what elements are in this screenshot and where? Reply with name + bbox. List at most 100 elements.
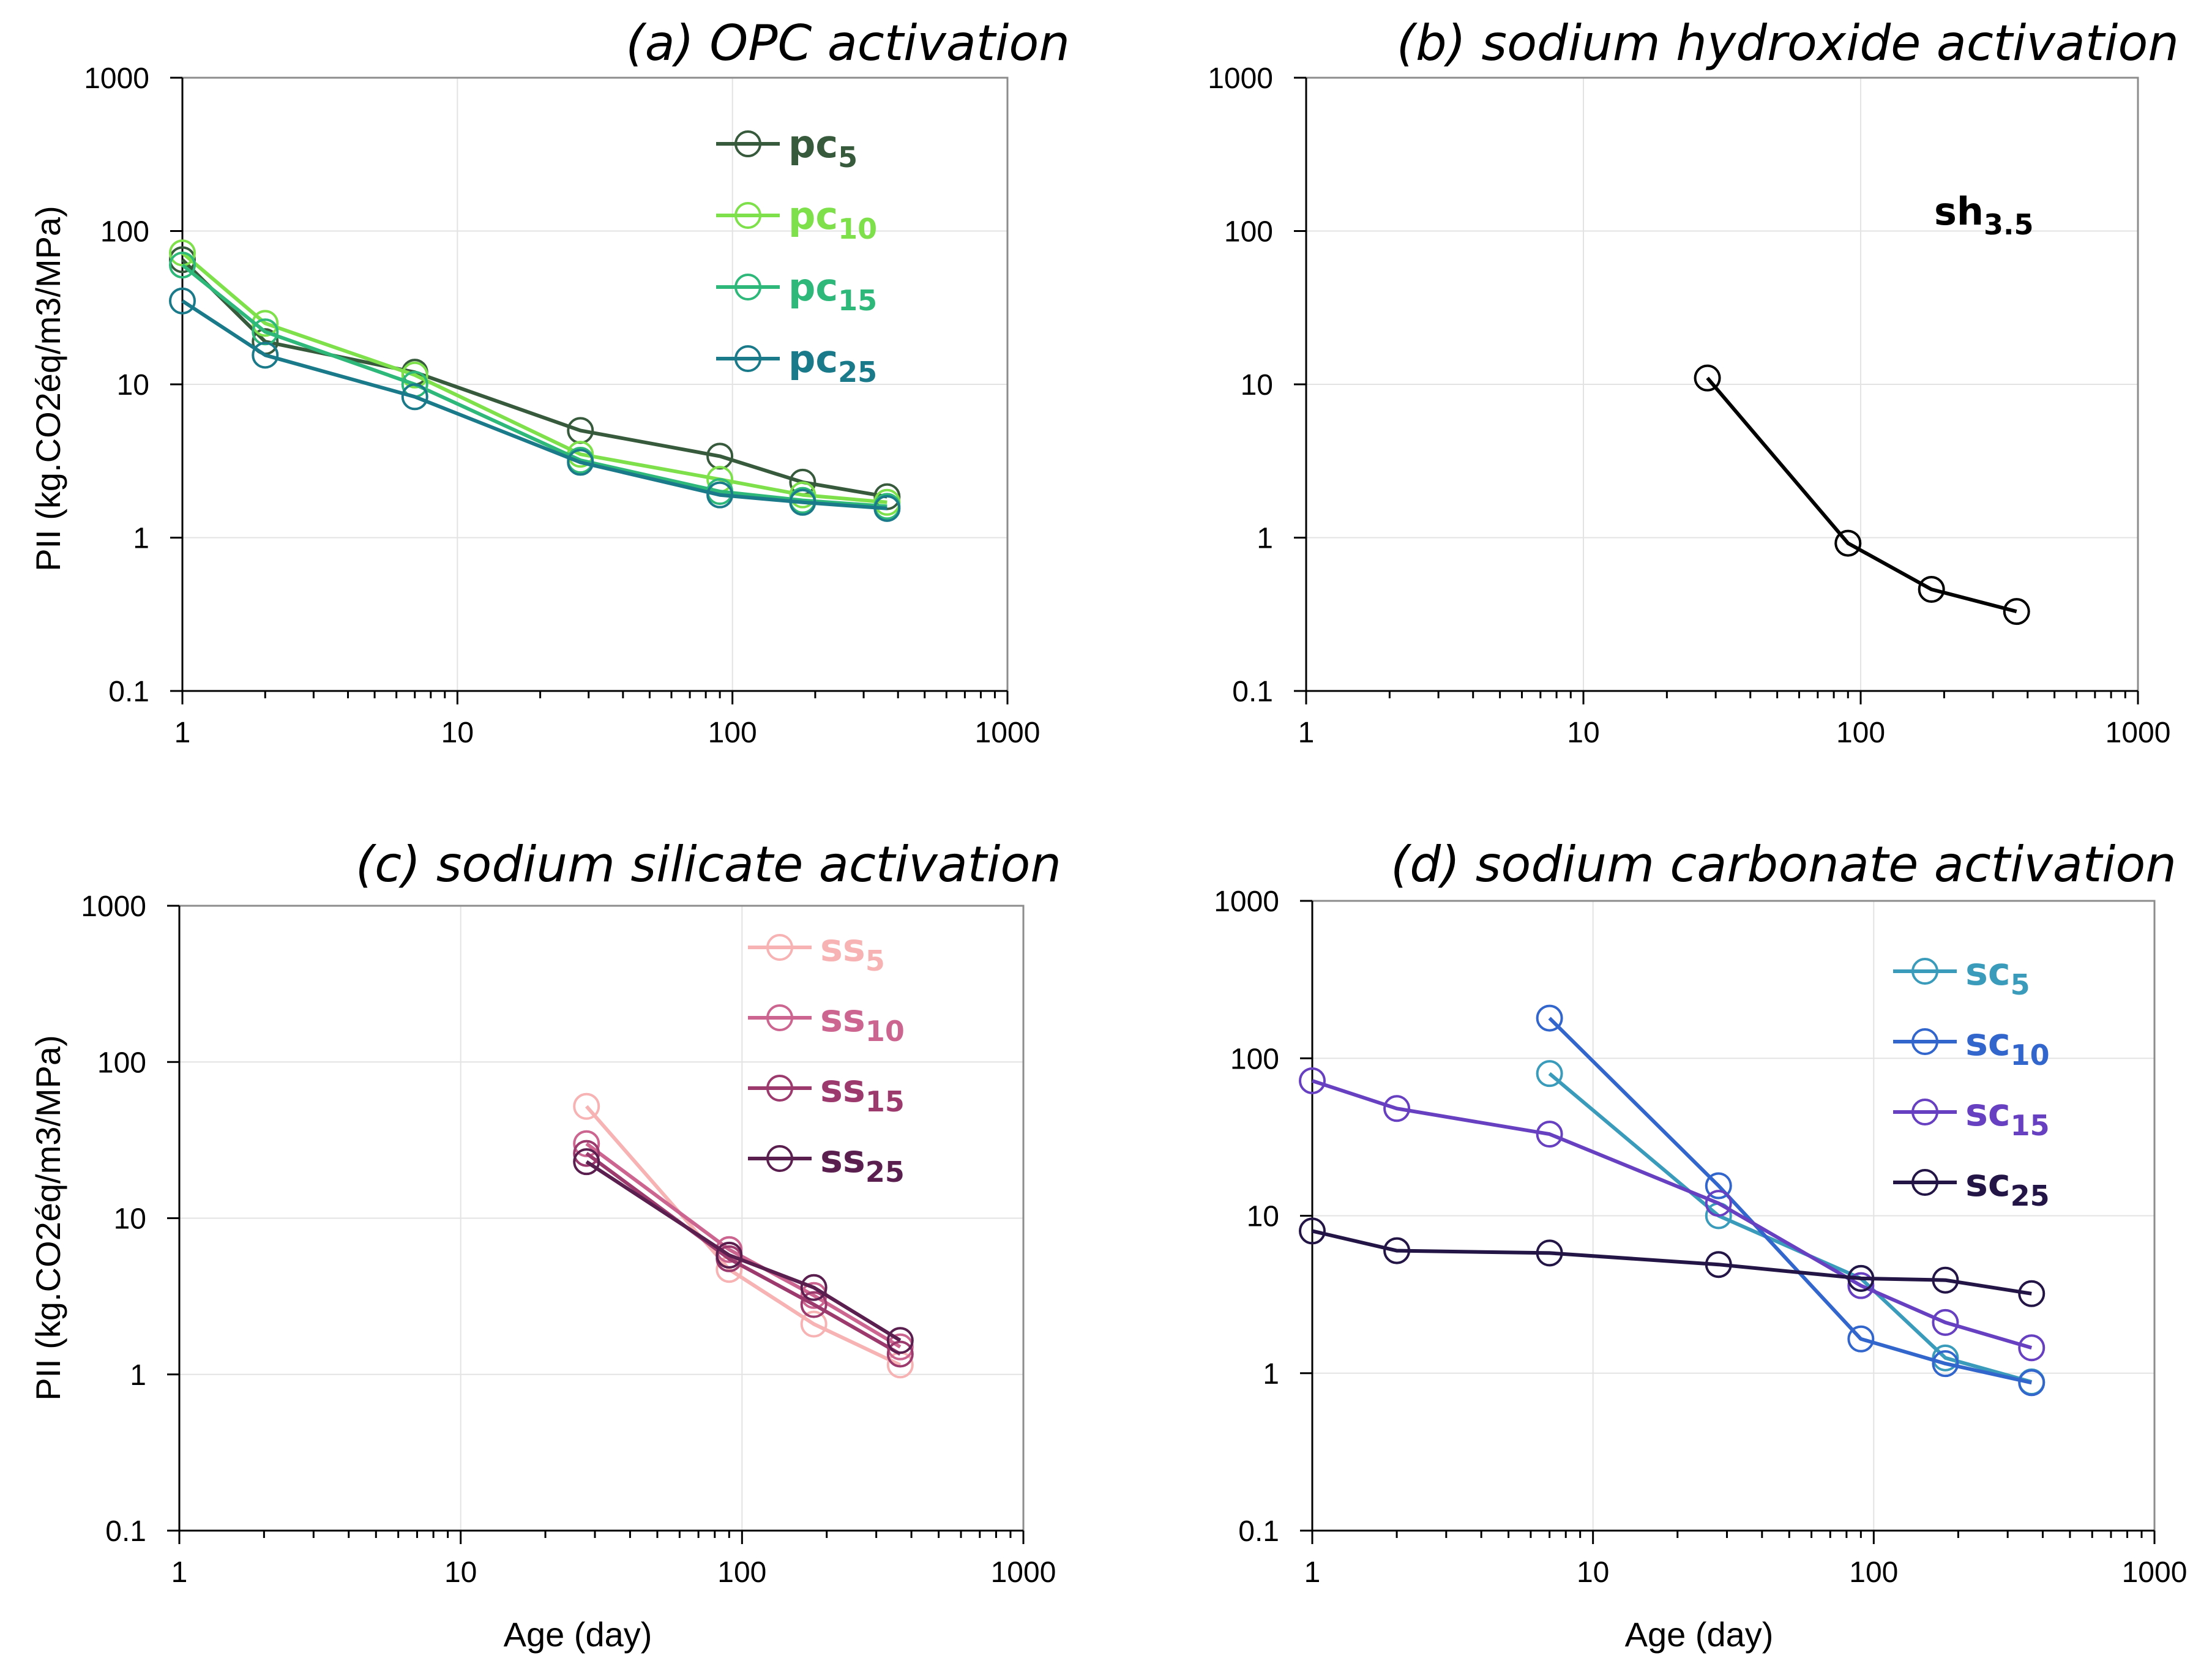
y-tick-label: 10 bbox=[114, 1203, 146, 1236]
data-point bbox=[401, 383, 428, 411]
series-line-ss15 bbox=[585, 1152, 902, 1356]
data-point bbox=[1383, 1237, 1411, 1264]
legend-label: sc25 bbox=[1965, 1160, 2050, 1212]
y-tick-label: 100 bbox=[1230, 1043, 1279, 1075]
data-point bbox=[1536, 1239, 1563, 1267]
data-point bbox=[1536, 1004, 1563, 1032]
data-point bbox=[800, 1274, 828, 1301]
series-line-pc5 bbox=[181, 258, 887, 499]
legend-marker bbox=[766, 1075, 793, 1102]
data-point bbox=[2018, 1334, 2046, 1362]
panel-b: (b) sodium hydroxide activation 1 10 100 10… bbox=[1208, 15, 2179, 749]
x-tick-label: 1000 bbox=[975, 717, 1041, 749]
data-point bbox=[567, 449, 594, 476]
x-tick-label: 100 bbox=[717, 1556, 766, 1589]
legend-label: ss15 bbox=[820, 1066, 905, 1118]
data-point bbox=[1536, 1060, 1563, 1088]
data-point bbox=[1847, 1264, 1875, 1292]
legend-item-sc15: sc15 bbox=[1893, 1090, 2050, 1142]
legend-item-pc10: pc10 bbox=[716, 193, 877, 245]
legend-item-ss5: ss5 bbox=[748, 925, 885, 977]
data-point bbox=[169, 287, 196, 315]
legend-item-ss15: ss15 bbox=[748, 1066, 905, 1118]
data-point bbox=[1694, 364, 1721, 392]
legend-label: ss25 bbox=[820, 1136, 905, 1189]
data-point bbox=[1932, 1344, 1959, 1372]
data-point bbox=[573, 1148, 600, 1176]
x-tick-label: 10 bbox=[441, 717, 474, 749]
legend-item-pc5: pc5 bbox=[716, 122, 858, 174]
x-axis-label: Age (day) bbox=[1625, 1615, 1774, 1654]
x-tick-label: 100 bbox=[708, 717, 757, 749]
legend-item-pc15: pc15 bbox=[716, 265, 877, 317]
legend-label: ss5 bbox=[820, 925, 885, 977]
y-tick-label: 1 bbox=[130, 1359, 146, 1392]
y-tick-label: 10 bbox=[117, 369, 149, 401]
data-point bbox=[1847, 1272, 1875, 1299]
x-tick-label: 10 bbox=[444, 1556, 477, 1589]
legend-label: pc25 bbox=[788, 337, 877, 389]
legend-marker bbox=[734, 345, 761, 372]
y-axis-label: PII (kg.CO2éq/m3/MPa) bbox=[29, 1035, 67, 1401]
data-point bbox=[1299, 1217, 1326, 1245]
x-axis-label: Age (day) bbox=[504, 1615, 652, 1654]
data-point bbox=[706, 442, 734, 470]
y-tick-label: 1000 bbox=[81, 890, 146, 923]
series-line-sc15 bbox=[1312, 1079, 2033, 1350]
x-tick-label: 100 bbox=[1836, 717, 1885, 749]
y-tick-label: 10 bbox=[1241, 369, 1273, 401]
data-point bbox=[401, 361, 428, 389]
legend-marker bbox=[1911, 1169, 1938, 1196]
panel-title: (c) sodium silicate activation bbox=[356, 836, 1061, 893]
x-tick-label: 1000 bbox=[991, 1556, 1056, 1589]
legend-label: pc10 bbox=[788, 193, 877, 245]
legend-label: sc5 bbox=[1965, 949, 2030, 1001]
data-point bbox=[1705, 1190, 1732, 1217]
legend-marker bbox=[734, 274, 761, 300]
legend-label: sh3.5 bbox=[1934, 189, 2034, 241]
data-point bbox=[573, 1140, 600, 1167]
x-tick-label: 10 bbox=[1567, 717, 1599, 749]
x-tick-label: 1 bbox=[1304, 1556, 1321, 1589]
data-point bbox=[169, 252, 196, 279]
series-line-pc25 bbox=[181, 299, 887, 510]
x-tick-label: 1 bbox=[171, 1556, 188, 1589]
data-point bbox=[1834, 529, 1862, 557]
panel-a: (a) OPC activation PII (kg.CO2éq/m3/MPa)… bbox=[29, 15, 1070, 749]
y-tick-label: 100 bbox=[97, 1047, 146, 1079]
y-tick-label: 0.1 bbox=[105, 1515, 146, 1548]
data-point bbox=[1299, 1067, 1326, 1094]
data-point bbox=[2003, 598, 2030, 625]
y-axis-label: PII (kg.CO2éq/m3/MPa) bbox=[29, 206, 67, 572]
legend-marker bbox=[766, 934, 793, 961]
y-tick-label: 1000 bbox=[1208, 62, 1273, 95]
y-tick-label: 1000 bbox=[1214, 886, 1279, 918]
data-point bbox=[2018, 1280, 2046, 1307]
x-tick-label: 1 bbox=[1298, 717, 1315, 749]
data-point bbox=[873, 483, 901, 510]
legend-item-sc25: sc25 bbox=[1893, 1160, 2050, 1212]
series-line-sh3.5 bbox=[1706, 376, 2017, 614]
data-point bbox=[789, 488, 816, 516]
data-point bbox=[573, 1130, 600, 1157]
data-point bbox=[800, 1310, 828, 1338]
legend-item-sh3.5: sh3.5 bbox=[1934, 189, 2034, 241]
x-tick-label: 1000 bbox=[2106, 717, 2171, 749]
y-tick-label: 100 bbox=[1224, 216, 1273, 248]
legend-label: ss10 bbox=[820, 996, 905, 1048]
data-point bbox=[886, 1327, 914, 1354]
series-line-pc10 bbox=[181, 251, 887, 504]
y-tick-label: 10 bbox=[1247, 1201, 1279, 1233]
x-tick-label: 1000 bbox=[2122, 1556, 2188, 1589]
data-point bbox=[716, 1241, 743, 1269]
data-point bbox=[1932, 1350, 1959, 1378]
legend-label: pc5 bbox=[788, 122, 858, 174]
series-line-sc25 bbox=[1312, 1229, 2032, 1296]
legend-marker bbox=[1911, 958, 1938, 985]
data-point bbox=[1918, 575, 1945, 603]
panel-title: (b) sodium hydroxide activation bbox=[1397, 15, 2179, 72]
data-point bbox=[252, 341, 279, 369]
legend-marker bbox=[1911, 1099, 1938, 1125]
panel-title: (d) sodium carbonate activation bbox=[1391, 836, 2177, 893]
